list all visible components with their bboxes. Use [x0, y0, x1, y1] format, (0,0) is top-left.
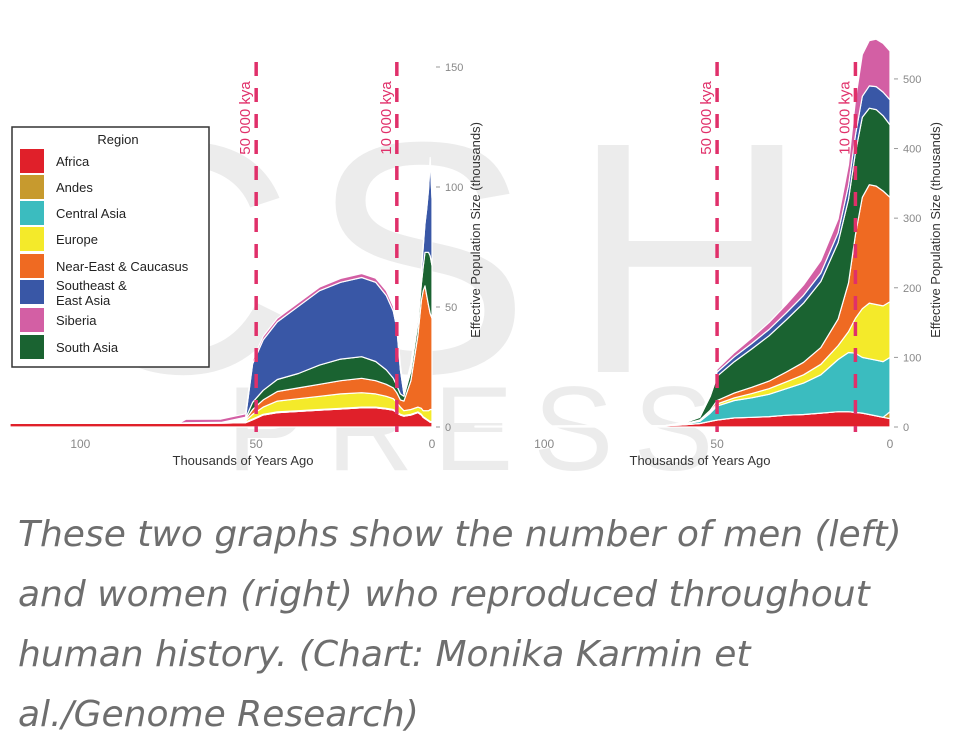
legend-swatch-central-asia: [20, 201, 44, 225]
legend-label-southeast-and-east-asia: Southeast & East Asia: [56, 278, 127, 308]
y-tick-label: 500: [903, 74, 921, 86]
y-axis-label: Effective Population Size (thousands): [928, 122, 943, 338]
area-siberia: [474, 38, 891, 427]
legend-swatch-southeast-and-east-asia: [20, 280, 44, 304]
y-tick-label: 100: [903, 352, 921, 364]
legend-swatch-south-asia: [20, 335, 44, 359]
x-tick-label: 0: [887, 437, 894, 451]
legend-title: Region: [97, 132, 138, 147]
y-tick-label: 150: [445, 62, 463, 74]
y-tick-label: 300: [903, 213, 921, 225]
x-tick-label: 100: [534, 437, 554, 451]
legend-label-africa: Africa: [56, 154, 90, 169]
area-siberia: [9, 156, 433, 424]
legend-label-line: Southeast &: [56, 278, 127, 293]
legend-label-line: East Asia: [56, 293, 111, 308]
legend-swatch-near-east-and-caucasus: [20, 254, 44, 278]
y-tick-label: 100: [445, 182, 463, 194]
y-tick-label: 200: [903, 283, 921, 295]
x-tick-label: 0: [429, 437, 436, 451]
x-axis-label: Thousands of Years Ago: [173, 453, 314, 468]
figure-caption: These two graphs show the number of men …: [18, 514, 902, 735]
legend-label-andes: Andes: [56, 180, 93, 195]
y-tick-label: 50: [445, 302, 457, 314]
legend-swatch-andes: [20, 175, 44, 199]
legend-swatch-africa: [20, 149, 44, 173]
marker-label: 10 000 kya: [836, 81, 853, 155]
x-tick-label: 50: [710, 437, 724, 451]
legend-label-siberia: Siberia: [56, 313, 97, 328]
legend-swatch-siberia: [20, 308, 44, 332]
y-axis-label: Effective Population Size (thousands): [468, 122, 483, 338]
y-tick-label: 0: [445, 422, 451, 434]
legend-label-europe: Europe: [56, 232, 98, 247]
legend-label-central-asia: Central Asia: [56, 206, 127, 221]
legend-box: [11, 126, 210, 368]
y-tick-label: 400: [903, 144, 921, 156]
legend-swatch-europe: [20, 227, 44, 251]
marker-label: 50 000 kya: [237, 81, 254, 155]
marker-label: 50 000 kya: [698, 81, 715, 155]
legend-label-south-asia: South Asia: [56, 340, 119, 355]
y-tick-label: 0: [903, 422, 909, 434]
x-tick-label: 50: [249, 437, 263, 451]
x-axis-label: Thousands of Years Ago: [630, 453, 771, 468]
legend-label-near-east-and-caucasus: Near-East & Caucasus: [56, 259, 189, 274]
region-legend: Region Africa Andes Central Asia Europe Near-…: [11, 126, 210, 368]
male-population-chart: 50 000 kya 10 000 kya 100 50 0 Thousands of Y…: [9, 62, 483, 468]
marker-label: 10 000 kya: [378, 81, 395, 155]
x-tick-label: 100: [70, 437, 90, 451]
